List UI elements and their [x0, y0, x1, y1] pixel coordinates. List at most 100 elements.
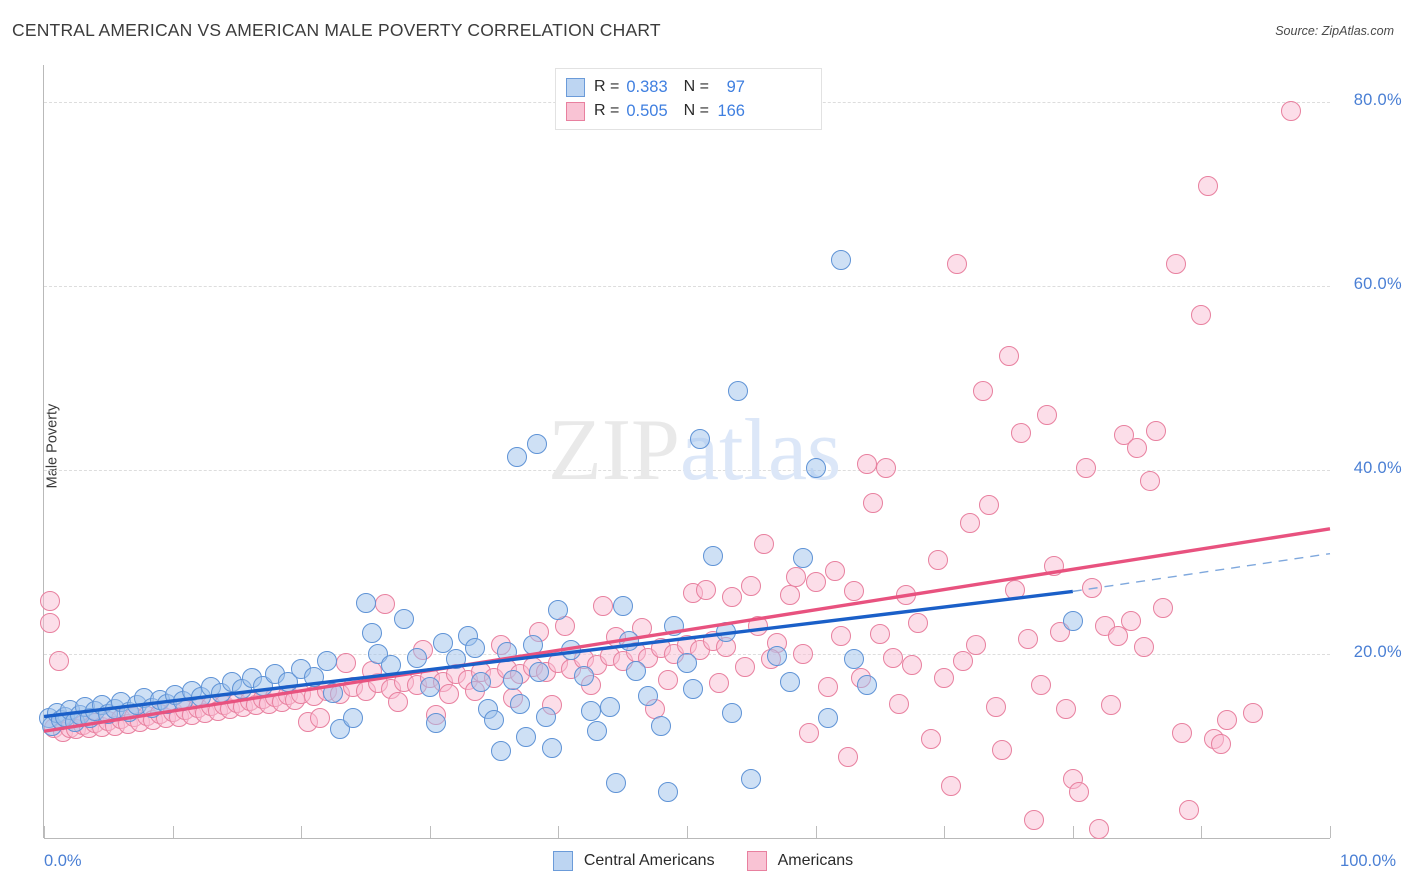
scatter-point[interactable] [966, 634, 987, 655]
scatter-point[interactable] [728, 380, 749, 401]
scatter-point[interactable] [625, 660, 646, 681]
scatter-point[interactable] [612, 596, 633, 617]
scatter-point[interactable] [689, 428, 710, 449]
scatter-point[interactable] [464, 638, 485, 659]
scatter-point[interactable] [1146, 421, 1167, 442]
scatter-point[interactable] [529, 662, 550, 683]
scatter-point[interactable] [1133, 636, 1154, 657]
scatter-point[interactable] [1191, 305, 1212, 326]
scatter-point[interactable] [959, 513, 980, 534]
scatter-point[interactable] [1242, 702, 1263, 723]
scatter-point[interactable] [824, 561, 845, 582]
scatter-point[interactable] [1017, 629, 1038, 650]
scatter-point[interactable] [394, 608, 415, 629]
scatter-point[interactable] [754, 533, 775, 554]
scatter-point[interactable] [876, 458, 897, 479]
scatter-point[interactable] [927, 550, 948, 571]
scatter-point[interactable] [1127, 437, 1148, 458]
scatter-point[interactable] [1088, 818, 1109, 839]
scatter-point[interactable] [844, 649, 865, 670]
scatter-point[interactable] [1011, 423, 1032, 444]
scatter-point[interactable] [869, 623, 890, 644]
scatter-point[interactable] [779, 671, 800, 692]
scatter-point[interactable] [792, 643, 813, 664]
scatter-point[interactable] [439, 684, 460, 705]
scatter-point[interactable] [361, 622, 382, 643]
scatter-point[interactable] [908, 612, 929, 633]
scatter-point[interactable] [882, 647, 903, 668]
scatter-point[interactable] [1075, 458, 1096, 479]
scatter-point[interactable] [426, 712, 447, 733]
scatter-point[interactable] [921, 728, 942, 749]
scatter-point[interactable] [432, 632, 453, 653]
scatter-point[interactable] [992, 739, 1013, 760]
scatter-point[interactable] [953, 651, 974, 672]
scatter-point[interactable] [1120, 610, 1141, 631]
scatter-point[interactable] [1082, 577, 1103, 598]
scatter-point[interactable] [503, 669, 524, 690]
scatter-point[interactable] [947, 253, 968, 274]
scatter-point[interactable] [541, 737, 562, 758]
scatter-point[interactable] [1030, 675, 1051, 696]
scatter-point[interactable] [586, 721, 607, 742]
scatter-point[interactable] [722, 702, 742, 723]
scatter-point[interactable] [889, 693, 910, 714]
scatter-point[interactable] [831, 250, 852, 271]
scatter-point[interactable] [40, 612, 61, 633]
series-legend-item[interactable]: Americans [746, 851, 853, 871]
scatter-point[interactable] [934, 667, 955, 688]
scatter-point[interactable] [419, 677, 440, 698]
scatter-point[interactable] [484, 710, 505, 731]
scatter-point[interactable] [599, 697, 620, 718]
scatter-point[interactable] [1024, 809, 1045, 830]
scatter-point[interactable] [818, 708, 839, 729]
scatter-point[interactable] [40, 590, 61, 611]
scatter-point[interactable] [741, 769, 762, 790]
scatter-point[interactable] [355, 593, 376, 614]
scatter-point[interactable] [831, 625, 852, 646]
scatter-point[interactable] [1217, 710, 1238, 731]
scatter-point[interactable] [406, 647, 427, 668]
scatter-point[interactable] [799, 723, 820, 744]
scatter-point[interactable] [1139, 470, 1160, 491]
scatter-point[interactable] [1037, 404, 1058, 425]
scatter-point[interactable] [979, 494, 1000, 515]
scatter-point[interactable] [651, 715, 672, 736]
scatter-point[interactable] [683, 678, 704, 699]
scatter-point[interactable] [1197, 176, 1218, 197]
scatter-point[interactable] [702, 546, 723, 567]
scatter-point[interactable] [998, 345, 1019, 366]
scatter-point[interactable] [526, 434, 547, 455]
scatter-point[interactable] [792, 548, 813, 569]
scatter-point[interactable] [548, 599, 569, 620]
scatter-point[interactable] [805, 572, 826, 593]
scatter-point[interactable] [471, 671, 492, 692]
scatter-point[interactable] [1281, 101, 1302, 121]
scatter-point[interactable] [1178, 800, 1199, 821]
scatter-point[interactable] [535, 706, 556, 727]
scatter-point[interactable] [606, 772, 627, 793]
scatter-point[interactable] [985, 697, 1006, 718]
scatter-point[interactable] [734, 656, 755, 677]
scatter-point[interactable] [1069, 781, 1090, 802]
scatter-point[interactable] [638, 686, 659, 707]
scatter-point[interactable] [709, 673, 730, 694]
scatter-point[interactable] [387, 691, 408, 712]
scatter-point[interactable] [1101, 695, 1122, 716]
scatter-point[interactable] [316, 651, 337, 672]
scatter-point[interactable] [1062, 610, 1083, 631]
scatter-point[interactable] [818, 677, 839, 698]
scatter-point[interactable] [574, 666, 595, 687]
scatter-point[interactable] [1056, 699, 1077, 720]
scatter-point[interactable] [342, 708, 363, 729]
scatter-point[interactable] [767, 645, 788, 666]
scatter-point[interactable] [722, 586, 742, 607]
scatter-point[interactable] [863, 493, 884, 514]
scatter-point[interactable] [972, 380, 993, 401]
scatter-point[interactable] [940, 776, 961, 797]
scatter-point[interactable] [1172, 723, 1193, 744]
scatter-point[interactable] [507, 447, 528, 468]
scatter-point[interactable] [741, 575, 762, 596]
scatter-point[interactable] [1210, 734, 1231, 755]
scatter-point[interactable] [844, 581, 865, 602]
